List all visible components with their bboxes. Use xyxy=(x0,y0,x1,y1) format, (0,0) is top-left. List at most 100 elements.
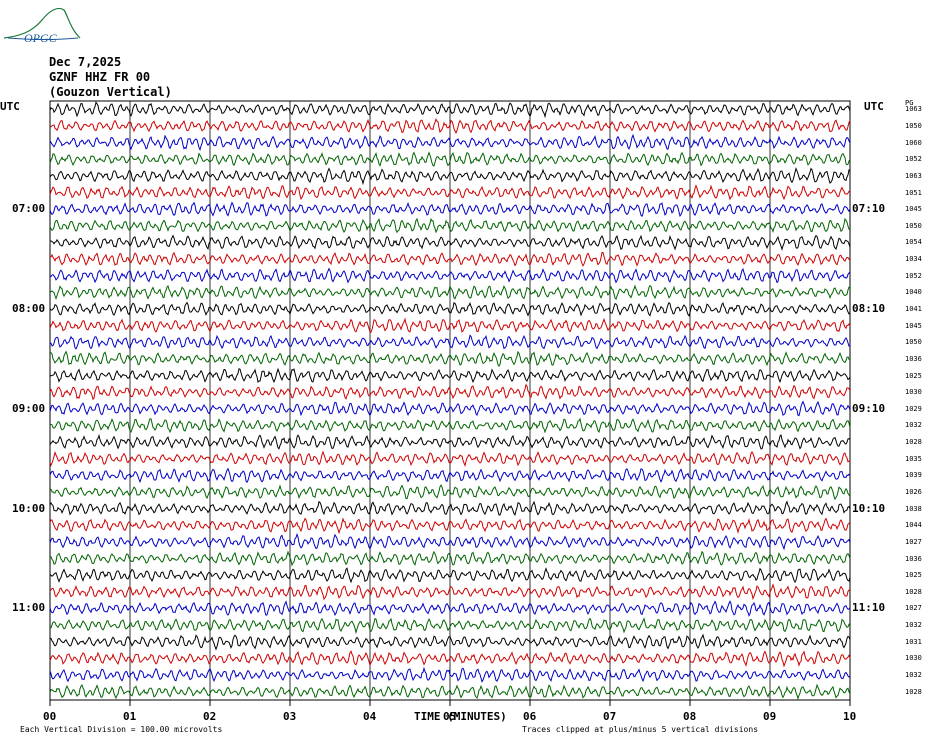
seismic-trace-27 xyxy=(49,532,851,551)
seismic-trace-17 xyxy=(49,367,851,384)
seismic-trace-28 xyxy=(49,550,851,567)
pg-value: 1029 xyxy=(905,404,922,413)
pg-value: 1060 xyxy=(905,138,922,147)
pg-value: 1036 xyxy=(905,354,922,363)
pg-value: 1031 xyxy=(905,637,922,646)
seismic-trace-29 xyxy=(49,567,851,584)
pg-value: 1041 xyxy=(905,304,922,313)
seismic-trace-22 xyxy=(49,450,851,467)
left-time-label: 07:00 xyxy=(12,202,46,216)
x-tick-label: 10 xyxy=(843,710,857,723)
seismic-trace-14 xyxy=(49,317,851,333)
pg-value: 1040 xyxy=(905,288,922,297)
x-tick-label: 07 xyxy=(603,710,617,723)
clip-note: Traces clipped at plus/minus 5 vertical … xyxy=(522,725,759,734)
pg-value: 1032 xyxy=(905,421,922,430)
scale-note: Each Vertical Division = 100.00 microvol… xyxy=(20,725,223,734)
utc-right-label: UTC xyxy=(864,100,884,113)
pg-value: 1039 xyxy=(905,471,922,480)
pg-value: 1050 xyxy=(905,338,922,347)
pg-value: 1050 xyxy=(905,121,922,130)
seismic-trace-4 xyxy=(49,151,851,167)
pg-value: 1028 xyxy=(905,687,922,696)
seismic-trace-26 xyxy=(49,517,851,535)
pg-value: 1052 xyxy=(905,155,922,164)
seismic-trace-13 xyxy=(49,301,851,317)
pg-value: 1063 xyxy=(905,105,922,114)
seismic-trace-1 xyxy=(49,101,851,119)
seismic-trace-24 xyxy=(49,484,851,501)
logo-text: OPGC xyxy=(24,31,58,44)
seismic-trace-16 xyxy=(49,350,851,368)
pg-header-label: PG xyxy=(905,99,914,107)
pg-value: 1038 xyxy=(905,504,922,513)
x-tick-label: 09 xyxy=(763,710,777,723)
pg-value: 1036 xyxy=(905,554,922,563)
pg-value: 1030 xyxy=(905,388,922,397)
pg-value: 1034 xyxy=(905,255,922,264)
x-tick-label: 05 xyxy=(443,710,457,723)
x-tick-label: 01 xyxy=(123,710,137,723)
pg-value: 1025 xyxy=(905,371,922,380)
logo-mountain-outline xyxy=(3,7,81,39)
seismic-trace-30 xyxy=(49,583,851,601)
seismic-trace-23 xyxy=(49,467,851,484)
x-tick-label: 04 xyxy=(363,710,377,723)
right-time-label: 09:10 xyxy=(852,401,886,415)
chart-date: Dec 7,2025 xyxy=(49,55,122,69)
seismic-trace-34 xyxy=(49,650,851,668)
pg-value: 1045 xyxy=(905,321,922,330)
x-tick-label: 08 xyxy=(683,710,697,723)
pg-value: 1063 xyxy=(905,171,922,180)
pg-value: 1025 xyxy=(905,571,922,580)
left-time-label: 09:00 xyxy=(12,401,46,415)
left-time-label: 10:00 xyxy=(12,501,46,515)
seismic-trace-8 xyxy=(49,217,851,234)
seismic-trace-11 xyxy=(49,267,851,284)
logo-ground-line xyxy=(7,37,79,40)
seismic-trace-18 xyxy=(49,383,851,401)
seismic-trace-21 xyxy=(49,433,851,450)
pg-value: 1035 xyxy=(905,454,922,463)
right-time-label: 08:10 xyxy=(852,301,886,315)
pg-value: 1032 xyxy=(905,621,922,630)
pg-value: 1044 xyxy=(905,521,922,530)
seismic-trace-12 xyxy=(49,284,851,300)
x-tick-label: 06 xyxy=(523,710,537,723)
seismic-trace-6 xyxy=(49,184,851,201)
seismic-trace-5 xyxy=(49,167,851,186)
pg-value: 1045 xyxy=(905,205,922,214)
station-code: GZNF HHZ FR 00 xyxy=(49,70,151,84)
seismic-trace-36 xyxy=(49,683,851,701)
pg-value: 1027 xyxy=(905,604,922,613)
right-time-label: 11:10 xyxy=(852,601,886,615)
pg-value: 1051 xyxy=(905,188,922,197)
seismic-trace-7 xyxy=(49,201,851,218)
utc-left-label: UTC xyxy=(0,100,20,113)
pg-value: 1052 xyxy=(905,271,922,280)
left-time-label: 11:00 xyxy=(12,601,46,615)
pg-value: 1030 xyxy=(905,654,922,663)
seismic-trace-32 xyxy=(49,617,851,635)
seismic-trace-25 xyxy=(49,500,851,516)
x-axis-title: TIME (MINUTES) xyxy=(414,710,507,723)
seismic-trace-3 xyxy=(49,133,851,152)
seismic-trace-15 xyxy=(49,334,851,350)
seismic-trace-31 xyxy=(49,600,851,617)
x-tick-label: 03 xyxy=(283,710,297,723)
seismic-trace-35 xyxy=(49,666,851,683)
seismic-trace-19 xyxy=(49,400,851,417)
right-time-label: 10:10 xyxy=(852,501,886,515)
seismic-trace-2 xyxy=(49,117,851,135)
station-location: (Gouzon Vertical) xyxy=(49,85,172,99)
seismic-trace-33 xyxy=(49,633,851,651)
pg-value: 1054 xyxy=(905,238,922,247)
seismic-trace-10 xyxy=(49,251,851,267)
pg-value: 1028 xyxy=(905,587,922,596)
right-time-label: 07:10 xyxy=(852,202,886,216)
seismic-trace-9 xyxy=(49,234,851,251)
x-tick-label: 02 xyxy=(203,710,217,723)
opgc-logo: OPGC xyxy=(3,7,81,44)
pg-value: 1027 xyxy=(905,537,922,546)
